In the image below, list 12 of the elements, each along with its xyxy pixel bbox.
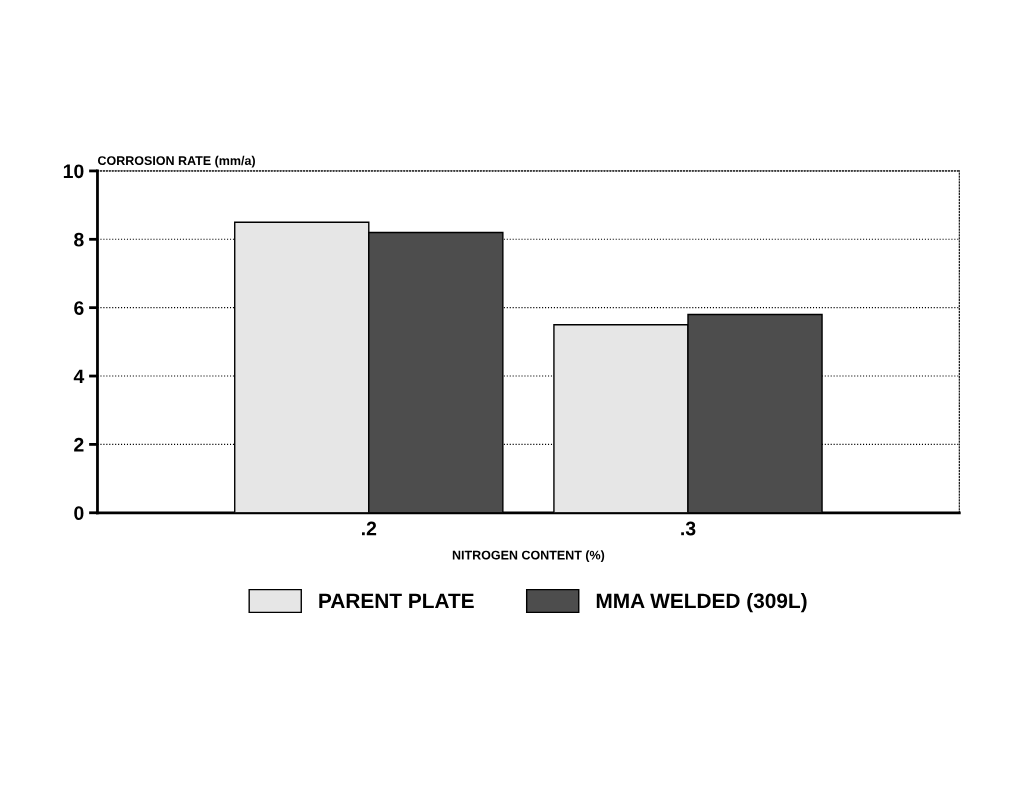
y-tick-label: 2	[74, 437, 84, 452]
y-tick-label: 4	[73, 369, 85, 384]
y-axis-title: CORROSION RATE (mm/a)	[97, 155, 255, 168]
x-tick-label: .2	[362, 521, 377, 536]
y-tick-label: 6	[74, 301, 84, 315]
y-tick-label: 8	[74, 232, 84, 247]
x-tick-label: .3	[681, 521, 696, 536]
legend-label: MMA WELDED (309L)	[596, 592, 807, 613]
legend-label: PARENT PLATE	[319, 593, 474, 608]
y-tick-label: 0	[74, 506, 84, 521]
y-tick-label: 10	[63, 164, 84, 179]
x-axis-title: NITROGEN CONTENT (%)	[452, 550, 605, 562]
